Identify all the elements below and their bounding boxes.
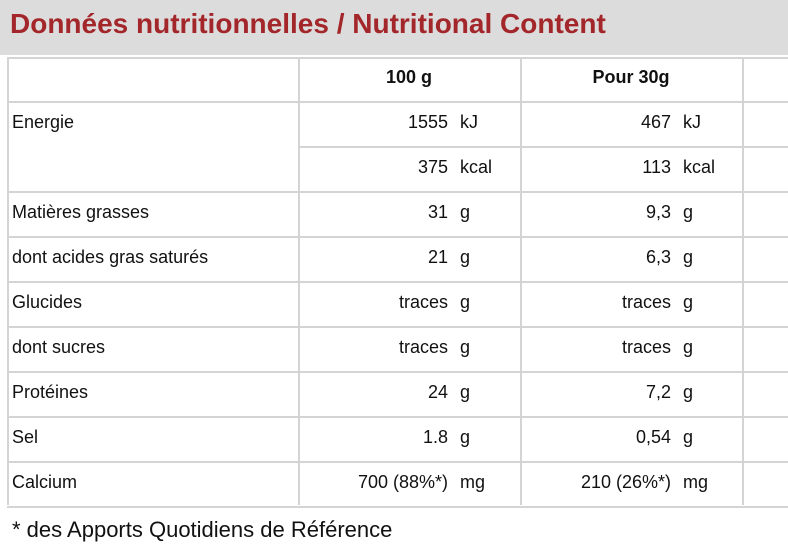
unit: mg [683,472,709,492]
column-header: Pour 30g [592,67,670,87]
value: traces [398,337,448,357]
value: 31 [427,202,448,222]
title-bar [0,0,788,55]
row-label: Glucides [12,292,83,312]
unit: kcal [683,157,716,177]
row-border [7,101,788,103]
row-border [7,416,788,418]
unit: g [683,382,694,402]
value: 7,2 [645,382,671,402]
row-label: dont acides gras saturés [12,247,209,267]
unit: g [460,247,471,267]
value: 1.8 [422,427,448,447]
unit: g [460,292,471,312]
unit: g [460,202,471,222]
value: 21 [427,247,448,267]
unit: mg [460,472,486,492]
row-border [7,281,788,283]
footnote: * des Apports Quotidiens de Référence [12,517,393,542]
row-label: Calcium [12,472,78,492]
column-header: 100 g [385,67,433,87]
unit: g [683,202,694,222]
row-label: Matières grasses [12,202,150,222]
value: 6,3 [645,247,671,267]
value: 1555 [407,112,448,132]
value: traces [621,292,671,312]
unit: g [683,337,694,357]
unit: g [460,427,471,447]
row-border [7,326,788,328]
unit: g [460,337,471,357]
unit: g [683,292,694,312]
row-label: Protéines [12,382,89,402]
row-border [7,371,788,373]
value: 0,54 [635,427,671,447]
unit: kJ [683,112,701,132]
row-border [7,57,788,59]
row-label: dont sucres [12,337,106,357]
unit: kJ [460,112,478,132]
value: 113 [642,157,671,177]
value: 210 (26%*) [580,472,671,492]
row-border [298,146,788,148]
unit: g [460,382,471,402]
unit: kcal [460,157,493,177]
title: Données nutritionnelles / Nutritional Co… [10,8,606,39]
row-border [7,461,788,463]
value: 700 (88%*) [357,472,448,492]
value: traces [398,292,448,312]
unit: g [683,247,694,267]
value: 24 [427,382,448,402]
value: traces [621,337,671,357]
row-label: Energie [12,112,75,132]
value: 9,3 [645,202,671,222]
row-label: Sel [12,427,39,447]
row-border [7,506,788,508]
row-border [7,236,788,238]
value: 375 [417,157,448,177]
row-border [7,191,788,193]
unit: g [683,427,694,447]
value: 467 [640,112,671,132]
